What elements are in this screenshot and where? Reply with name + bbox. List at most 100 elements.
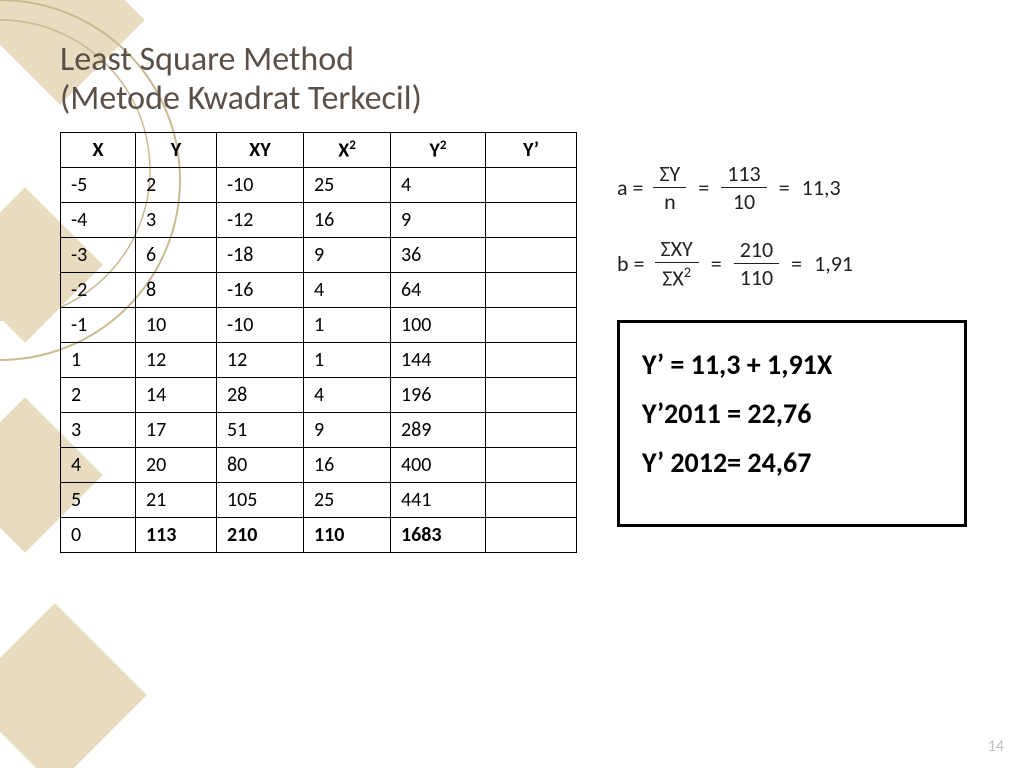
table-header-cell: Y (136, 133, 217, 168)
table-header-cell: XY (217, 133, 304, 168)
table-cell: 289 (391, 413, 486, 448)
table-cell: 12 (217, 343, 304, 378)
table-cell (486, 483, 577, 518)
table-total-cell: 110 (304, 518, 391, 553)
table-cell: 4 (304, 378, 391, 413)
slide-title: Least Square Method (Metode Kwadrat Terk… (60, 40, 974, 118)
table-cell (486, 308, 577, 343)
table-cell: -5 (61, 168, 136, 203)
table-cell: 64 (391, 273, 486, 308)
table-header-cell: Y2 (391, 133, 486, 168)
a-fraction-symbolic: ΣY n (653, 162, 686, 213)
table-cell: -16 (217, 273, 304, 308)
table-cell: 1 (61, 343, 136, 378)
table-header-cell: X (61, 133, 136, 168)
b-value-numerator: 210 (734, 238, 779, 264)
table-cell: 8 (136, 273, 217, 308)
result-line-1: Y’ = 11,3 + 1,91X (642, 347, 942, 382)
table-row: -110-101100 (61, 308, 577, 343)
table-cell: 25 (304, 483, 391, 518)
table-cell: -4 (61, 203, 136, 238)
equals-sign: = (696, 174, 711, 201)
table-cell: -2 (61, 273, 136, 308)
table-totals-row: 01132101101683 (61, 518, 577, 553)
table-header-cell: Y’ (486, 133, 577, 168)
a-label: a = (617, 174, 643, 201)
b-value-denominator: 110 (734, 264, 779, 289)
table-cell: 14 (136, 378, 217, 413)
table-cell: 196 (391, 378, 486, 413)
table-cell (486, 238, 577, 273)
equals-sign: = (789, 250, 804, 277)
table-cell: 21 (136, 483, 217, 518)
a-value-numerator: 113 (721, 162, 766, 188)
table-cell: 17 (136, 413, 217, 448)
table-cell: -3 (61, 238, 136, 273)
table-cell: -12 (217, 203, 304, 238)
title-line-1: Least Square Method (60, 39, 354, 80)
table-total-cell: 113 (136, 518, 217, 553)
table-cell: 36 (391, 238, 486, 273)
table-row: 112121144 (61, 343, 577, 378)
table-cell (486, 378, 577, 413)
formula-a: a = ΣY n = 113 10 = 11,3 (617, 162, 967, 213)
table-row: 52110525441 (61, 483, 577, 518)
a-fraction-numeric: 113 10 (721, 162, 766, 213)
title-line-2: (Metode Kwadrat Terkecil) (60, 79, 974, 118)
a-value-denominator: 10 (727, 188, 761, 213)
table-cell (486, 273, 577, 308)
table-cell: 20 (136, 448, 217, 483)
table-row: 4208016400 (61, 448, 577, 483)
b-numerator: ΣXY (655, 237, 699, 263)
table-row: -52-10254 (61, 168, 577, 203)
table-cell: 6 (136, 238, 217, 273)
table-header-row: XYXYX2Y2Y’ (61, 133, 577, 168)
table-row: 214284196 (61, 378, 577, 413)
a-numerator: ΣY (653, 162, 686, 188)
table-cell: 10 (136, 308, 217, 343)
b-fraction-numeric: 210 110 (734, 238, 779, 289)
page-number: 14 (988, 737, 1004, 756)
table-cell: 105 (217, 483, 304, 518)
table-header-cell: X2 (304, 133, 391, 168)
table-cell: 441 (391, 483, 486, 518)
table-row: 317519289 (61, 413, 577, 448)
result-box: Y’ = 11,3 + 1,91X Y’2011 = 22,76 Y’ 2012… (617, 320, 967, 527)
table-cell: 2 (136, 168, 217, 203)
table-cell (486, 168, 577, 203)
table-cell: 80 (217, 448, 304, 483)
table-cell (486, 448, 577, 483)
table-cell: 25 (304, 168, 391, 203)
table-cell (486, 203, 577, 238)
a-denominator: n (658, 188, 682, 213)
b-result: 1,91 (814, 250, 853, 277)
table-row: -43-12169 (61, 203, 577, 238)
table-total-cell: 1683 (391, 518, 486, 553)
table-cell: 12 (136, 343, 217, 378)
formulas-block: a = ΣY n = 113 10 = 11,3 b = (617, 162, 967, 290)
result-line-3: Y’ 2012= 24,67 (642, 445, 942, 480)
table-cell: 5 (61, 483, 136, 518)
table-cell: -18 (217, 238, 304, 273)
table-cell: -10 (217, 308, 304, 343)
table-cell: 9 (391, 203, 486, 238)
table-cell: 400 (391, 448, 486, 483)
formula-b: b = ΣXY ΣX2 = 210 110 = 1,91 (617, 237, 967, 290)
table-cell: 3 (61, 413, 136, 448)
table-row: -36-18936 (61, 238, 577, 273)
table-cell: 9 (304, 238, 391, 273)
table-cell: 28 (217, 378, 304, 413)
table-cell: 4 (61, 448, 136, 483)
table-cell: 4 (391, 168, 486, 203)
a-result: 11,3 (802, 174, 841, 201)
b-fraction-symbolic: ΣXY ΣX2 (655, 237, 699, 290)
b-label: b = (617, 250, 645, 277)
table-cell: 144 (391, 343, 486, 378)
table-cell: 1 (304, 343, 391, 378)
table-body: -52-10254-43-12169-36-18936-28-16464-110… (61, 168, 577, 553)
table-cell: 3 (136, 203, 217, 238)
table-total-cell: 0 (61, 518, 136, 553)
table-row: -28-16464 (61, 273, 577, 308)
table-cell: -10 (217, 168, 304, 203)
table-cell: -1 (61, 308, 136, 343)
